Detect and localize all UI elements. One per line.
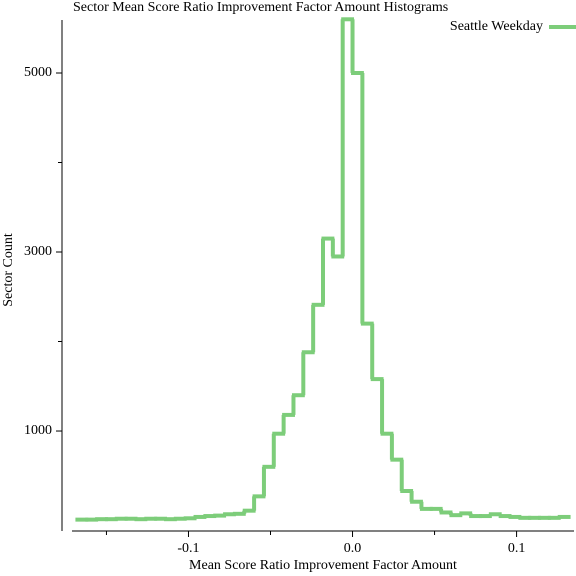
x-tick-label: 0.0	[344, 541, 362, 556]
x-tick-label: 0.1	[508, 541, 526, 556]
chart-title: Sector Mean Score Ratio Improvement Fact…	[73, 0, 448, 15]
x-tick-label: -0.1	[177, 541, 199, 556]
x-axis-label: Mean Score Ratio Improvement Factor Amou…	[189, 558, 457, 573]
y-tick-label: 3000	[24, 244, 52, 259]
y-axis-label: Sector Count	[1, 233, 16, 307]
y-tick-label: 1000	[24, 423, 52, 438]
y-tick-label: 5000	[24, 65, 52, 80]
legend-label: Seattle Weekday	[450, 19, 543, 34]
